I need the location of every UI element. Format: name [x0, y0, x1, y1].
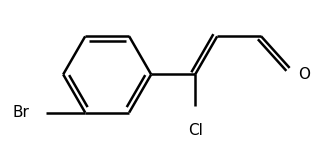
Text: O: O [298, 67, 310, 82]
Text: Cl: Cl [188, 123, 203, 138]
Text: Br: Br [12, 105, 29, 120]
